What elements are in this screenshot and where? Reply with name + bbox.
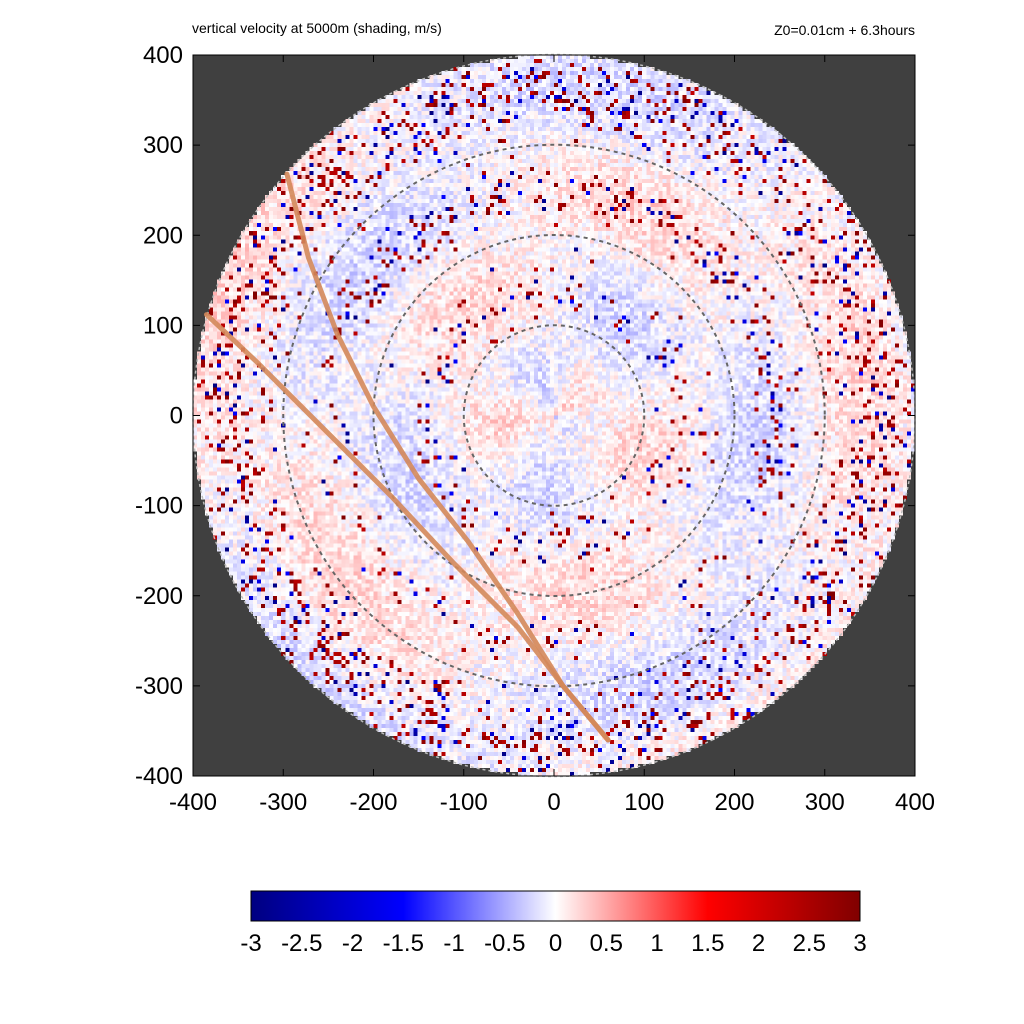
y-tick-label: -200 [135,583,183,610]
colorbar [250,890,861,922]
range-ring-200 [372,234,736,597]
x-tick-label: 300 [805,789,845,816]
track-line-2 [204,312,611,743]
colorbar-tick-label: 0 [549,930,562,957]
range-ring-100 [462,324,646,507]
x-tick-label: -100 [440,789,488,816]
colorbar-tick-label: -2 [342,930,363,957]
y-tick-label: 300 [143,132,183,159]
colorbar-tick-label: -3 [240,930,261,957]
y-tick-label: -300 [135,673,183,700]
colorbar-tick-label: 3 [853,930,866,957]
y-tick-label: 200 [143,222,183,249]
y-tick-label: 100 [143,312,183,339]
colorbar-tick-label: -1 [443,930,464,957]
y-tick-label: -100 [135,493,183,520]
x-tick-label: 400 [895,789,935,816]
colorbar-tick-label: -0.5 [484,930,525,957]
x-tick-label: -200 [349,789,397,816]
colorbar-tick-label: 0.5 [590,930,623,957]
colorbar-tick-label: -2.5 [281,930,322,957]
x-tick-label: 0 [547,789,560,816]
y-tick-label: 0 [170,403,183,430]
x-tick-label: -300 [259,789,307,816]
colorbar-tick-label: -1.5 [383,930,424,957]
range-ring-300 [282,143,826,688]
track-line-1 [284,171,611,743]
colorbar-tick-label: 1 [650,930,663,957]
chart-subtitle: Z0=0.01cm + 6.3hours [774,22,915,38]
colorbar-tick-label: 2.5 [793,930,826,957]
x-tick-label: 200 [714,789,754,816]
colorbar-tick-label: 1.5 [691,930,724,957]
x-tick-label: -400 [169,789,217,816]
y-tick-label: -400 [135,763,183,790]
x-tick-label: 100 [624,789,664,816]
colorbar-tick-label: 2 [752,930,765,957]
chart-title: vertical velocity at 5000m (shading, m/s… [192,20,442,36]
y-tick-label: 400 [143,42,183,69]
